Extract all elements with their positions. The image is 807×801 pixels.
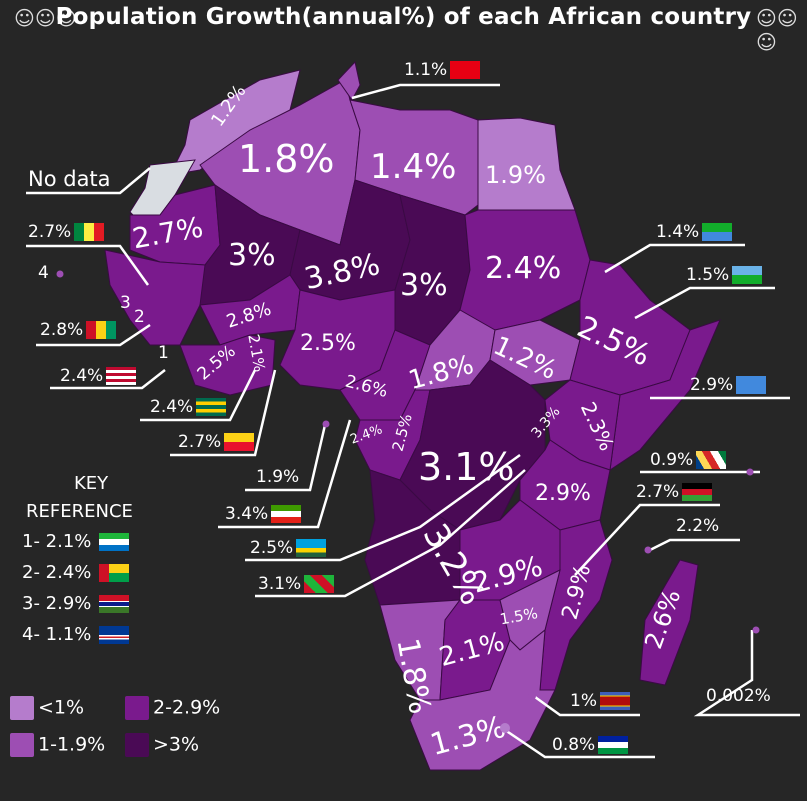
legend-1to19: 1-1.9% [10, 733, 105, 757]
legend-gt3: >3% [125, 733, 199, 757]
key-item: 3- 2.9% [22, 588, 133, 619]
region-south-africa [409, 628, 556, 771]
callout-eritrea: 1.4% [656, 222, 733, 242]
callout-liberia: 2.4% [60, 366, 137, 386]
label-tanzania: 2.9% [535, 481, 591, 506]
label-sudan: 2.4% [485, 251, 561, 286]
region-somalia [609, 319, 721, 472]
seychelles-flag [696, 451, 727, 469]
label-nigeria: 2.5% [300, 331, 356, 356]
region-madagascar [639, 559, 699, 686]
callout-djibouti: 1.5% [686, 265, 763, 285]
callout-benin: 2.7% [178, 432, 255, 452]
lesotho-flag [598, 736, 629, 754]
togo-flag [196, 398, 227, 416]
tunisia-flag [450, 61, 481, 79]
region-tunisia [337, 60, 361, 101]
label-mali: 3% [228, 238, 276, 273]
djibouti-flag [732, 266, 763, 284]
key-item: 4- 1.1% [22, 619, 133, 650]
sierra-leone-flag [99, 533, 130, 551]
callout-seychelles: 0.9% [650, 450, 727, 470]
liberia-flag [106, 367, 137, 385]
callout-tunisia: 1.1% [404, 60, 481, 80]
region-libya [349, 99, 479, 216]
benin-flag [224, 433, 255, 451]
label-cape-num: 4 [38, 263, 49, 283]
label-libya: 1.4% [370, 147, 456, 187]
callout-no-data: No data [28, 167, 111, 191]
callout-somalia: 2.9% [690, 375, 767, 395]
eritrea-flag [702, 223, 733, 241]
gambia-flag [99, 595, 130, 613]
cape-verde-flag [99, 626, 130, 644]
label-egypt: 1.9% [485, 161, 546, 189]
page-title: Population Growth(annual%) of each Afric… [55, 4, 752, 30]
somalia-flag [736, 376, 767, 394]
key-item: 2- 2.4% [22, 557, 133, 588]
legend-lt1: <1% [10, 696, 84, 720]
callout-malawi: 2.7% [636, 482, 713, 502]
label-gambia-num: 3 [120, 293, 131, 313]
rwanda-flag [296, 539, 327, 557]
senegal-flag [74, 223, 105, 241]
legend-2to29: 2-2.9% [125, 696, 220, 720]
callout-eswatini: 1% [570, 691, 630, 711]
guinea-flag [86, 321, 117, 339]
burundi-flag [304, 575, 335, 593]
eswatini-flag [599, 692, 630, 710]
key-reference: KEY REFERENCE 1- 2.1% 2- 2.4% 3- 2.9% 4-… [22, 470, 133, 650]
callout-eqguinea: 3.4% [225, 504, 302, 524]
eqguinea-flag [271, 505, 302, 523]
people-icon: ☺☺☺ [14, 6, 77, 30]
key-subheading: REFERENCE [26, 501, 133, 522]
callout-comoros: 2.2% [676, 516, 720, 536]
key-item: 1- 2.1% [22, 526, 133, 557]
callout-burundi: 3.1% [258, 574, 335, 594]
callout-ivory: 1.9% [256, 467, 300, 487]
label-algeria: 1.8% [238, 137, 335, 181]
callout-guinea: 2.8% [40, 320, 117, 340]
label-sleone-num: 1 [158, 343, 169, 363]
callout-senegal: 2.7% [28, 222, 105, 242]
callout-rwanda: 2.5% [250, 538, 327, 558]
label-chad: 3% [400, 268, 448, 303]
key-heading: KEY [74, 473, 109, 494]
label-drc: 3.1% [418, 445, 515, 489]
label-gbissau-num: 2 [134, 307, 145, 327]
callout-mauritius: 0.002% [706, 686, 771, 706]
callout-togo: 2.4% [150, 397, 227, 417]
people-icon: ☺☺☺ [756, 6, 798, 54]
malawi-flag [682, 483, 713, 501]
guinea-bissau-flag [99, 564, 130, 582]
callout-lesotho: 0.8% [552, 735, 629, 755]
